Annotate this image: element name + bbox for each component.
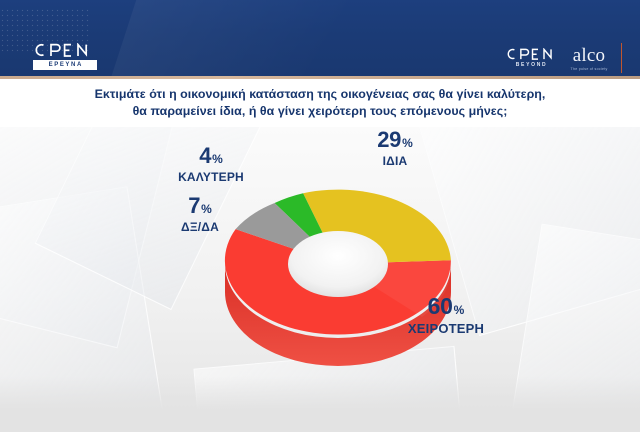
label-better-sign: % [212,152,223,166]
header-sheen [90,0,490,78]
open-beyond-logo: BEYOND [504,47,560,69]
alco-tagline: The pulse of society [570,66,608,71]
alco-logo: alco The pulse of society [571,46,608,71]
open-beyond-wordmark-icon [507,47,552,60]
question-title: Εκτιμάτε ότι η οικονομική κατάσταση της … [0,79,640,127]
label-better-text: ΚΑΛΥΤΕΡΗ [178,170,244,184]
label-worse-value: 60 [427,293,453,319]
stage-bottom-fade [0,376,640,432]
label-dontknow-sign: % [201,202,212,216]
label-same-sign: % [402,136,413,150]
donut-chart [208,152,468,382]
alco-wordmark: alco [572,44,606,66]
question-title-line2: θα παραμείνει ίδια, ή θα γίνει χειρότερη… [132,104,508,118]
open-erevna-logo: ΕΡΕΥΝΑ [33,43,97,70]
logo-divider [620,43,622,73]
partner-logos: BEYOND alco The pulse of society [504,43,622,73]
header-dot-pattern [0,8,90,54]
header-separator [0,76,640,79]
header-bar: ΕΡΕΥΝΑ BEYOND alco The pulse of societ [0,0,640,78]
chart-stage: 29% ΙΔΙΑ 4% ΚΑΛΥΤΕΡΗ 7% ΔΞ/ΔΑ 60% ΧΕΙΡΟΤ… [0,127,640,432]
label-same: 29% ΙΔΙΑ [345,129,445,169]
slice-worse-outer-wall [225,264,451,366]
question-title-line1: Εκτιμάτε ότι η οικονομική κατάσταση της … [94,87,546,101]
open-wordmark-icon [35,43,88,57]
open-beyond-subtitle: BEYOND [515,62,548,69]
label-better: 4% ΚΑΛΥΤΕΡΗ [152,145,270,185]
donut-center-hole [288,231,388,297]
donut-chart-svg [224,189,452,366]
label-dontknow: 7% ΔΞ/ΔΑ [155,195,245,235]
open-logo-subtitle: ΕΡΕΥΝΑ [33,60,97,70]
label-worse-text: ΧΕΙΡΟΤΕΡΗ [407,321,485,336]
label-dontknow-text: ΔΞ/ΔΑ [181,220,219,234]
label-same-text: ΙΔΙΑ [382,154,408,168]
label-worse-sign: % [453,303,465,317]
open-logo-icon [33,43,97,57]
label-better-value: 4 [199,143,212,168]
label-dontknow-value: 7 [188,193,201,218]
label-same-value: 29 [377,127,402,152]
label-worse: 60% ΧΕΙΡΟΤΕΡΗ [376,293,516,337]
